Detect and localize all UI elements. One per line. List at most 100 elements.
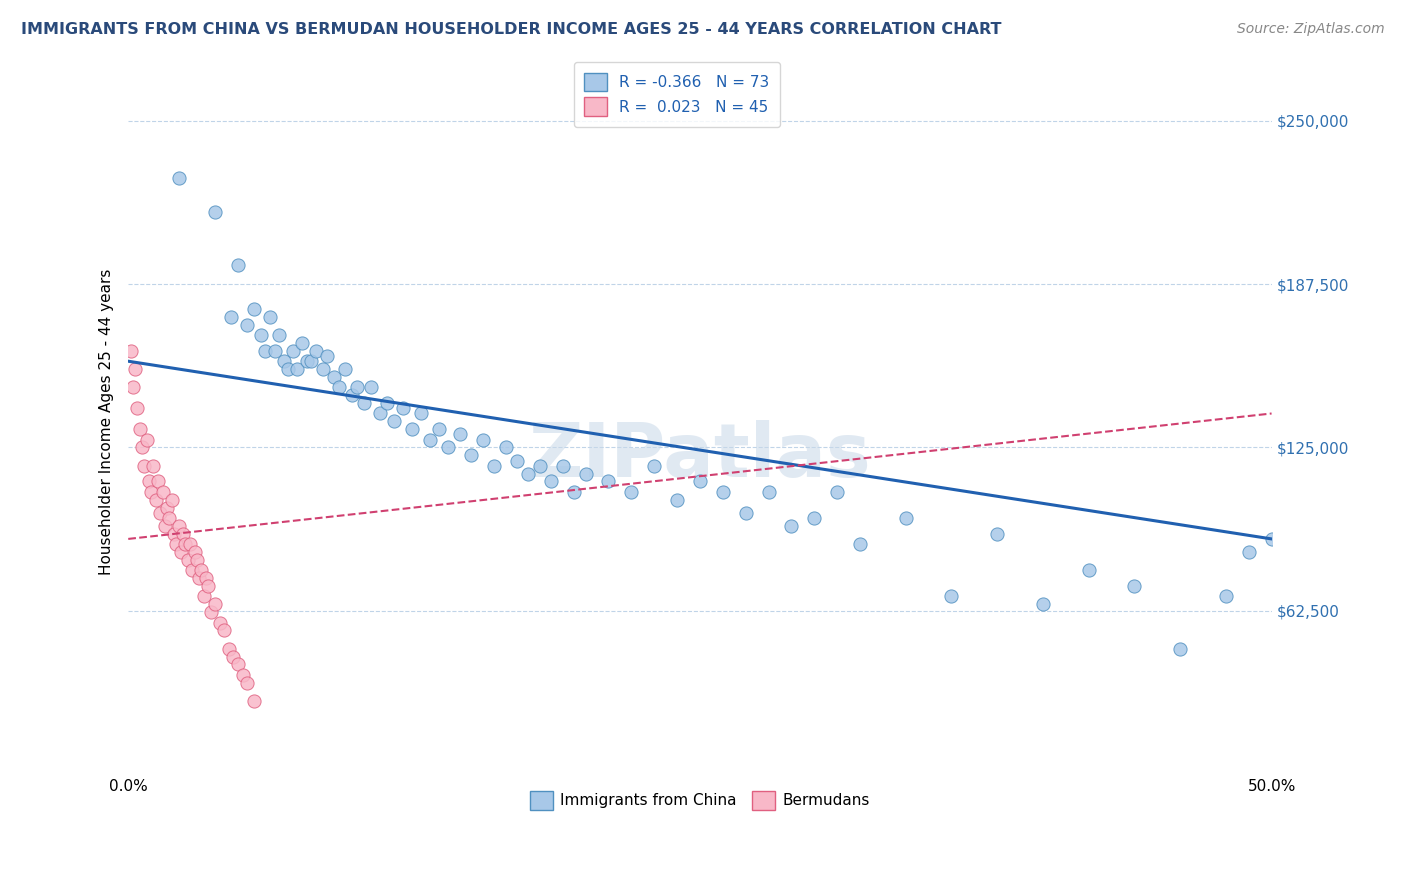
Point <box>1123 579 1146 593</box>
Point <box>236 318 259 332</box>
Point <box>269 328 291 343</box>
Point <box>204 205 226 219</box>
Point <box>342 388 364 402</box>
Point <box>157 511 180 525</box>
Point <box>204 597 226 611</box>
Point <box>368 407 391 421</box>
Point <box>437 441 460 455</box>
Point <box>135 433 157 447</box>
Point <box>243 694 266 708</box>
Point <box>153 519 176 533</box>
Point <box>471 433 494 447</box>
Point <box>1032 597 1054 611</box>
Point <box>689 475 711 489</box>
Point <box>375 396 398 410</box>
Point <box>482 458 505 473</box>
Point <box>277 362 299 376</box>
Point <box>360 380 382 394</box>
Point <box>287 362 309 376</box>
Point <box>172 526 194 541</box>
Point <box>186 553 208 567</box>
Point <box>127 401 149 416</box>
Point <box>183 545 205 559</box>
Point <box>382 414 405 428</box>
Point <box>643 458 665 473</box>
Point <box>291 335 314 350</box>
Text: Source: ZipAtlas.com: Source: ZipAtlas.com <box>1237 22 1385 37</box>
Point <box>134 458 156 473</box>
Point <box>562 484 585 499</box>
Point <box>825 484 848 499</box>
Point <box>986 526 1008 541</box>
Point <box>193 590 215 604</box>
Point <box>419 433 441 447</box>
Text: ZIPatlas: ZIPatlas <box>529 420 872 493</box>
Point <box>160 492 183 507</box>
Point <box>145 492 167 507</box>
Point <box>200 605 222 619</box>
Point <box>1260 532 1282 546</box>
Point <box>666 492 689 507</box>
Point <box>803 511 825 525</box>
Point <box>177 553 200 567</box>
Point <box>620 484 643 499</box>
Point <box>941 590 963 604</box>
Point <box>328 380 350 394</box>
Text: IMMIGRANTS FROM CHINA VS BERMUDAN HOUSEHOLDER INCOME AGES 25 - 44 YEARS CORRELAT: IMMIGRANTS FROM CHINA VS BERMUDAN HOUSEH… <box>21 22 1001 37</box>
Point <box>190 563 212 577</box>
Point <box>551 458 574 473</box>
Point <box>894 511 917 525</box>
Point <box>167 171 190 186</box>
Point <box>1306 590 1329 604</box>
Point <box>163 526 186 541</box>
Point <box>1284 563 1306 577</box>
Point <box>263 343 285 358</box>
Point <box>427 422 450 436</box>
Point <box>124 362 146 376</box>
Point <box>170 545 193 559</box>
Point <box>259 310 281 324</box>
Point <box>598 475 620 489</box>
Point <box>529 458 551 473</box>
Point <box>1077 563 1099 577</box>
Point <box>149 506 172 520</box>
Point <box>449 427 471 442</box>
Point <box>849 537 872 551</box>
Point <box>219 310 242 324</box>
Point <box>226 657 249 672</box>
Point <box>197 579 219 593</box>
Point <box>179 537 201 551</box>
Point <box>218 641 240 656</box>
Legend: Immigrants from China, Bermudans: Immigrants from China, Bermudans <box>523 785 876 816</box>
Point <box>120 343 142 358</box>
Point <box>335 362 357 376</box>
Point <box>281 343 304 358</box>
Point <box>353 396 375 410</box>
Point <box>214 624 236 638</box>
Point <box>1168 641 1191 656</box>
Point <box>254 343 277 358</box>
Point <box>1237 545 1260 559</box>
Point <box>460 448 482 462</box>
Point <box>574 467 596 481</box>
Point <box>305 343 328 358</box>
Point <box>181 563 204 577</box>
Point <box>165 537 187 551</box>
Point <box>226 258 249 272</box>
Point <box>142 458 165 473</box>
Point <box>1215 590 1237 604</box>
Point <box>391 401 413 416</box>
Point <box>734 506 756 520</box>
Point <box>346 380 368 394</box>
Point <box>758 484 780 499</box>
Point <box>243 301 266 316</box>
Point <box>121 380 143 394</box>
Point <box>540 475 562 489</box>
Point <box>780 519 803 533</box>
Point <box>167 519 190 533</box>
Point <box>174 537 197 551</box>
Point <box>495 441 517 455</box>
Point <box>295 354 318 368</box>
Point <box>146 475 169 489</box>
Point <box>236 675 259 690</box>
